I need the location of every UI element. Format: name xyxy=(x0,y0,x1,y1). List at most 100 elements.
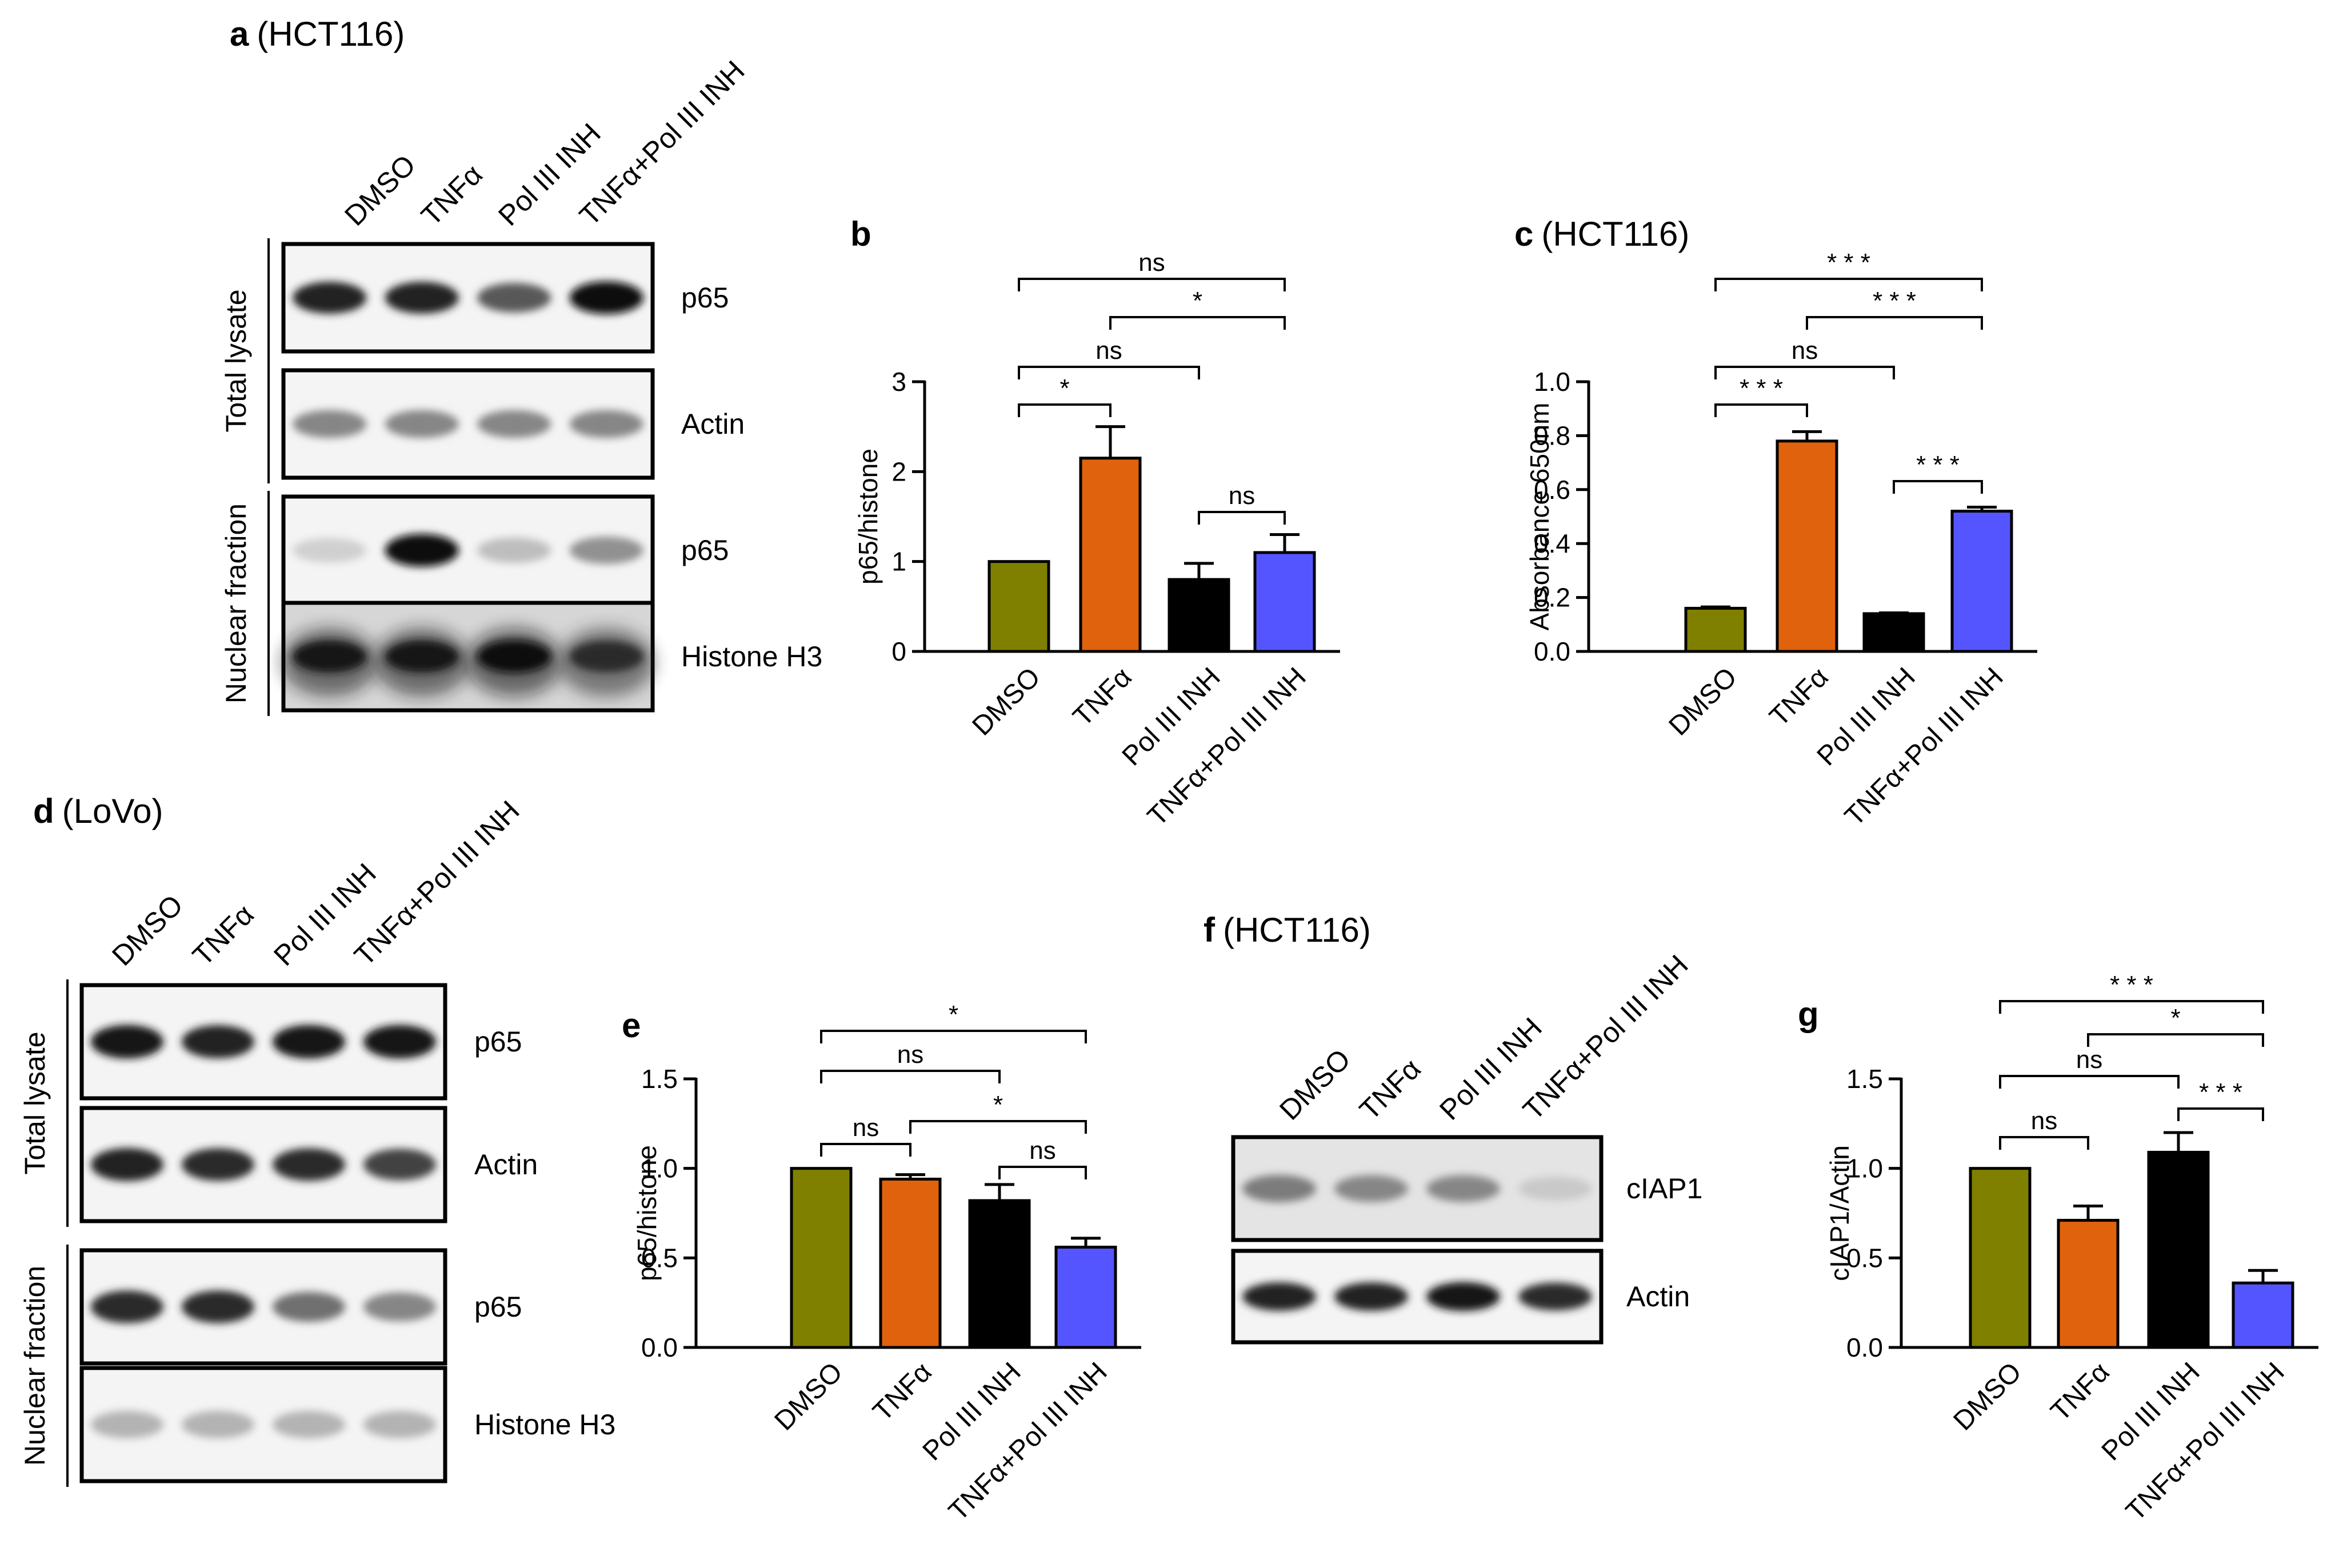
chart-g-panel-label: g xyxy=(1798,995,1819,1033)
blot-band xyxy=(569,537,643,564)
bar xyxy=(968,1199,1031,1349)
bar xyxy=(1253,551,1316,653)
significance-label: * * * xyxy=(2110,971,2153,999)
significance-bracket xyxy=(1806,316,1983,330)
significance-label: ns xyxy=(897,1041,923,1069)
significance-label: ns xyxy=(1095,337,1122,365)
chart-b-panel-label: b xyxy=(850,215,871,253)
blot-band xyxy=(363,1025,437,1059)
bar xyxy=(987,560,1050,653)
blot-a-cell-line: (HCT116) xyxy=(257,15,405,53)
chart-c-panel-letter: c xyxy=(1514,215,1533,253)
x-category-label: TNFα xyxy=(2045,1357,2116,1427)
blot-band xyxy=(90,1290,164,1323)
blot-a-row: p65 xyxy=(281,494,729,606)
blot-band xyxy=(293,538,367,563)
blot-d-row: p65 xyxy=(79,983,522,1101)
blot-protein-label: Histone H3 xyxy=(474,1409,615,1441)
x-category-label: TNFα+Pol III INH xyxy=(2120,1357,2290,1527)
blot-band xyxy=(1426,1282,1500,1311)
blot-f-row: cIAP1 xyxy=(1231,1135,1702,1242)
y-tick-label: 1 xyxy=(891,547,906,577)
chart-e-panel-letter: e xyxy=(622,1006,641,1045)
blot-d-row: Histone H3 xyxy=(79,1366,615,1483)
blot-group-label: Total lysate xyxy=(220,289,252,432)
blot-band xyxy=(272,1025,346,1059)
significance-bracket xyxy=(1018,278,1286,291)
significance-bracket xyxy=(1999,1000,2264,1014)
y-axis-label: Absorbance 650nm xyxy=(1525,403,1554,631)
significance-bracket xyxy=(1714,403,1808,417)
blot-band xyxy=(181,1025,255,1058)
blot-band xyxy=(569,641,643,673)
chart-c: 0.0 0.2 0.4 0.6 0.8 1.0 Absorbance 650nm DMSO TN… xyxy=(1525,249,2037,832)
bar xyxy=(1054,1246,1117,1349)
x-category-label: TNFα xyxy=(1764,662,1834,732)
bar xyxy=(2232,1281,2294,1349)
y-tick-label: 0.0 xyxy=(1846,1333,1883,1362)
blot-band xyxy=(385,640,459,673)
blot-band xyxy=(477,283,551,313)
chart-b-panel-letter: b xyxy=(850,215,871,253)
blot-protein-label: p65 xyxy=(681,282,729,314)
blot-d-row: p65 xyxy=(79,1248,522,1366)
blot-a-panel-letter: a xyxy=(230,15,249,53)
significance-bracket xyxy=(1999,1075,2180,1089)
blot-protein-label: Actin xyxy=(474,1149,538,1181)
blot-band xyxy=(181,1411,255,1438)
y-tick-label: 0.8 xyxy=(1534,421,1570,450)
significance-label: ns xyxy=(1138,249,1165,277)
bar xyxy=(1079,457,1142,653)
y-tick-label: 0.6 xyxy=(1534,475,1570,505)
significance-bracket xyxy=(1714,278,1983,291)
blot-band xyxy=(363,1149,437,1181)
bar xyxy=(1862,612,1925,653)
blot-band xyxy=(1334,1282,1408,1311)
x-category-label: DMSO xyxy=(769,1357,848,1436)
bar xyxy=(1167,578,1230,653)
blot-d-panel-letter: d xyxy=(33,792,54,830)
significance-bracket xyxy=(1714,366,1895,379)
y-tick-label: 1.5 xyxy=(641,1064,678,1094)
blot-a-lane-label: DMSO xyxy=(338,149,422,232)
blot-a-panel-label: a (HCT116) xyxy=(230,15,405,53)
blot-group-label: Total lysate xyxy=(19,1031,51,1174)
blot-band xyxy=(385,282,459,314)
blot-band xyxy=(272,1291,346,1322)
significance-label: ns xyxy=(1029,1137,1055,1165)
blot-protein-label: p65 xyxy=(474,1291,522,1323)
significance-label: ns xyxy=(1229,482,1255,510)
significance-label: * xyxy=(2170,1004,2180,1032)
blot-protein-label: cIAP1 xyxy=(1626,1173,1702,1205)
y-tick-label: 0 xyxy=(891,637,906,666)
bar xyxy=(1950,510,2013,653)
x-category-label: DMSO xyxy=(966,662,1046,741)
blot-protein-label: p65 xyxy=(474,1026,522,1058)
bar xyxy=(2147,1150,2210,1349)
blot-band xyxy=(1242,1282,1316,1311)
x-category-label: TNFα xyxy=(1067,662,1138,732)
significance-bracket xyxy=(1018,403,1111,417)
blot-band xyxy=(293,640,367,673)
y-tick-label: 3 xyxy=(891,367,906,397)
y-tick-label: 0.5 xyxy=(1846,1243,1883,1273)
blot-band xyxy=(477,640,551,673)
significance-label: ns xyxy=(1792,337,1818,365)
blot-a-row: p65 xyxy=(281,242,729,354)
blot-band xyxy=(272,1148,346,1181)
significance-label: * * * xyxy=(2199,1078,2242,1106)
y-tick-label: 2 xyxy=(891,457,906,486)
y-tick-label: 0.4 xyxy=(1534,529,1570,558)
bar xyxy=(2057,1219,2120,1349)
significance-bracket xyxy=(820,1143,911,1157)
significance-label: * * * xyxy=(1827,249,1870,277)
blot-f-row: Actin xyxy=(1231,1249,1690,1345)
blot-protein-label: Actin xyxy=(681,408,745,440)
y-axis-label: p65/histone xyxy=(632,1145,662,1281)
blot-d-cell-line: (LoVo) xyxy=(62,792,163,830)
significance-bracket xyxy=(1018,366,1200,379)
bar xyxy=(1684,606,1747,653)
blot-protein-label: Actin xyxy=(1626,1281,1690,1313)
